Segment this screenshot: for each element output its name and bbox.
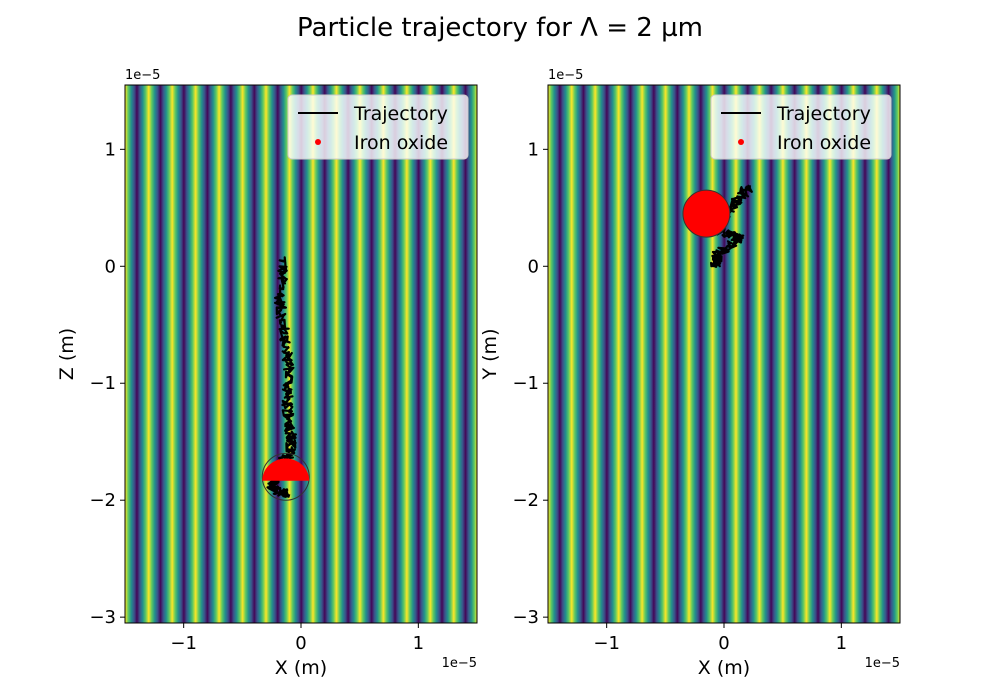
fringe-background <box>125 85 477 623</box>
fringe-band <box>418 85 443 623</box>
fringe-band <box>700 85 725 623</box>
fringe-band <box>841 85 866 623</box>
y-tick-label: −2 <box>512 490 539 511</box>
x-axis-label: X (m) <box>275 657 327 679</box>
legend-box <box>710 94 892 160</box>
fringe-band <box>724 85 748 623</box>
fringe-band <box>888 85 900 623</box>
y-axis-label: Z (m) <box>56 328 78 380</box>
iron-oxide-particle <box>262 458 310 481</box>
x-tick-label: −1 <box>170 633 197 654</box>
legend-iron-oxide-swatch <box>315 139 321 145</box>
fringe-band <box>347 85 372 623</box>
x-tick-label: 0 <box>295 633 306 654</box>
y-tick-label: −3 <box>512 607 539 628</box>
fringe-band <box>441 85 466 623</box>
x-tick-label: 1 <box>413 633 424 654</box>
legend-iron-oxide-swatch <box>738 139 744 145</box>
fringe-band <box>817 85 842 623</box>
x-tick-label: 1 <box>836 633 847 654</box>
fringe-band <box>677 85 702 623</box>
fringe-band <box>394 85 419 623</box>
x-offset-label: 1e−5 <box>865 656 900 671</box>
fringe-band <box>606 85 631 623</box>
y-axis-label: Y (m) <box>479 329 501 381</box>
y-tick-label: −2 <box>89 490 116 511</box>
y-offset-label: 1e−5 <box>125 68 160 83</box>
legend-trajectory-label: Trajectory <box>776 103 871 125</box>
fringe-band <box>583 85 608 623</box>
fringe-background <box>548 85 936 623</box>
fringe-band <box>207 85 232 623</box>
y-tick-label: −3 <box>89 607 116 628</box>
particle-outline <box>261 452 310 501</box>
legend-iron-oxide-label: Iron oxide <box>777 132 871 154</box>
legend-trajectory-label: Trajectory <box>353 103 448 125</box>
fringe-band <box>864 85 889 623</box>
legend-iron-oxide-label: Iron oxide <box>354 132 448 154</box>
fringe-band <box>324 85 349 623</box>
x-axis-label: X (m) <box>698 657 750 679</box>
legend-box <box>287 94 469 160</box>
legend: Trajectory Iron oxide <box>710 94 892 160</box>
y-tick-label: 1 <box>105 139 116 160</box>
fringe-band <box>136 85 161 623</box>
fringe-band <box>912 85 936 623</box>
x-tick-label: 0 <box>718 633 729 654</box>
trajectory-line <box>708 184 753 268</box>
iron-oxide-particle <box>682 189 731 238</box>
fringe-band <box>301 85 325 623</box>
y-tick-label: 0 <box>528 256 539 277</box>
y-tick-label: 0 <box>105 256 116 277</box>
fringe-band <box>548 85 561 623</box>
fringe-band <box>653 85 678 623</box>
figure-title: Particle trajectory for Λ = 2 µm <box>297 13 703 43</box>
fringe-band <box>160 85 185 623</box>
panel-right: −1 0 1 −3 −2 −1 0 1 X (m) Y (m) 1e−5 1e−5 Trajectory… <box>479 68 936 679</box>
y-tick-label: 1 <box>528 139 539 160</box>
x-tick-label: −1 <box>593 633 620 654</box>
y-tick-label: −1 <box>89 373 116 394</box>
fringe-band <box>254 85 279 623</box>
fringe-band <box>630 85 655 623</box>
y-offset-label: 1e−5 <box>548 68 583 83</box>
fringe-band <box>559 85 584 623</box>
legend: Trajectory Iron oxide <box>287 94 469 160</box>
fringe-band <box>794 85 819 623</box>
fringe-band <box>747 85 772 623</box>
fringe-band <box>465 85 477 623</box>
fringe-band <box>183 85 208 623</box>
fringe-band <box>770 85 795 623</box>
fringe-band <box>125 85 138 623</box>
y-tick-label: −1 <box>512 373 539 394</box>
fringe-band <box>371 85 396 623</box>
x-offset-label: 1e−5 <box>442 656 477 671</box>
panel-left: −1 0 1 −3 −2 −1 0 1 X (m) Z (m) 1e−5 1e−5 Trajectory… <box>56 68 478 679</box>
fringe-band <box>230 85 255 623</box>
